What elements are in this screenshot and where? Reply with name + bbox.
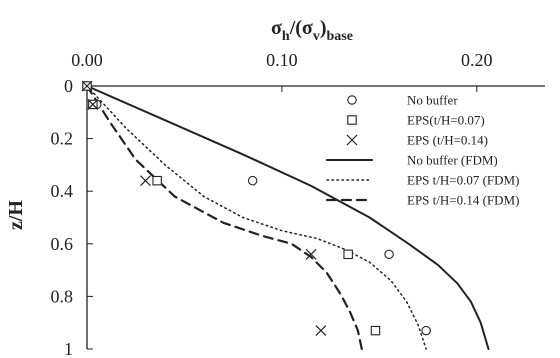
x-tick-label: 0.00 [71,50,103,70]
y-tick-label: 0.4 [51,181,74,201]
legend-label: No buffer (FDM) [407,153,498,168]
data-point-eps-t-h-0-14 [305,248,317,260]
legend-marker [347,115,357,125]
series-line-eps-t-h-0-07-fdm [86,85,427,350]
data-point-eps-t-h-0-14 [87,98,99,110]
x-title-sigma-h: σ [271,17,282,39]
legend-label: No buffer [407,93,458,108]
data-point-no-buffer [247,175,258,186]
series-line-no-buffer-fdm [86,85,490,350]
data-point-eps-t-h-0-14 [315,325,327,337]
x-ticks: 0.00 0.10 0.20 [71,50,493,92]
legend-label: EPS t/H=0.14 (FDM) [407,193,519,208]
legend-label: EPS (t/H=0.14) [407,133,488,148]
legend-label: EPS t/H=0.07 (FDM) [407,173,519,188]
y-tick-label: 0.8 [51,286,74,306]
data-point-eps-t-h-0-14 [140,175,151,187]
y-axis-title: z/H [5,200,27,230]
series-line-eps-t-h-0-14-fdm [85,84,363,351]
plot-points [81,80,431,337]
legend: No buffer EPS(t/H=0.07) EPS (t/H=0.14) No b… [325,93,519,208]
data-point-eps-t-h-0-07 [343,249,353,260]
x-axis-title: σh/(σv)base [271,17,353,44]
y-tick-label: 0.6 [51,234,74,254]
x-tick-label: 0.20 [461,50,493,70]
data-point-eps-t-h-0-07 [152,175,162,186]
plot-lines [85,84,490,351]
axes [86,85,545,349]
data-point-no-buffer [421,325,431,336]
legend-marker [346,134,358,146]
x-title-close: ) [320,17,327,39]
x-title-base-sub: base [327,29,353,44]
y-tick-label: 0.2 [51,129,74,149]
data-point-eps-t-h-0-07 [370,325,381,336]
y-tick-label: 0 [64,76,73,96]
data-point-eps-t-h-0-14 [81,80,93,92]
x-title-v-sub: v [313,29,320,44]
x-title-mid: /(σ [289,17,313,39]
y-tick-label: 1 [64,339,73,358]
legend-label: EPS(t/H=0.07) [407,113,485,128]
legend-marker [347,95,357,105]
x-title-h-sub: h [282,29,290,44]
x-tick-label: 0.10 [266,50,298,70]
y-ticks: 0 0.2 0.4 0.6 0.8 1 [51,76,93,358]
data-point-no-buffer [384,249,394,260]
